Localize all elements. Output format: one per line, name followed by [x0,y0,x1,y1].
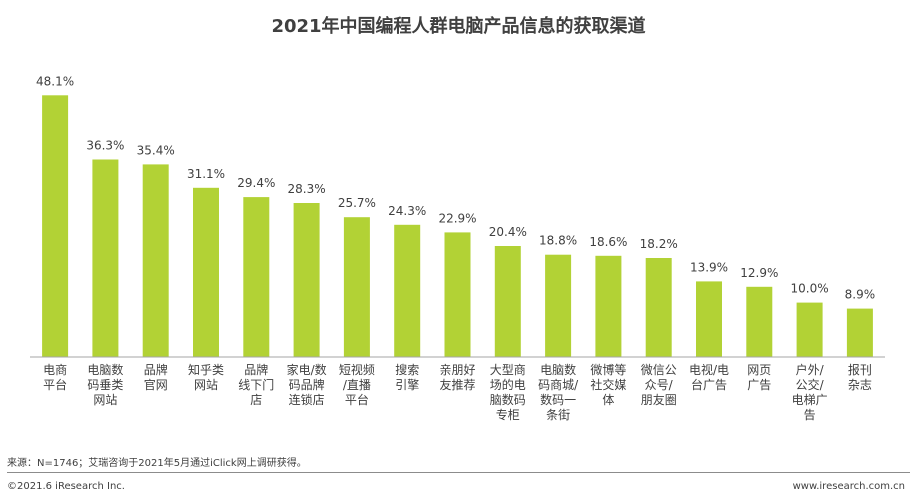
bar [343,217,370,357]
category-label: 电视/电台广告 [689,362,729,392]
bar [696,281,722,357]
value-label: 25.7% [338,196,376,210]
bar [394,224,421,357]
category-label: 短视频/直播平台 [339,362,375,407]
value-label: 29.4% [237,176,275,190]
bar [846,308,873,357]
chart-title: 2021年中国编程人群电脑产品信息的获取渠道 [271,16,646,37]
value-label: 24.3% [388,204,426,218]
value-label: 35.4% [137,143,175,157]
website-text: www.iresearch.com.cn [792,481,905,492]
category-label: 大型商场的电脑数码专柜 [490,362,526,422]
category-label: 网页广告 [747,363,771,392]
value-label: 10.0% [791,282,829,296]
category-label: 品牌官网 [144,363,168,392]
category-label: 家电/数码品牌连锁店 [287,362,327,407]
category-label: 搜索引擎 [395,362,419,392]
bar [494,246,521,357]
value-label: 48.1% [36,74,74,88]
category-label: 电脑数码商城/数码一条街 [538,362,579,422]
source-note: 来源：N=1746；艾瑞咨询于2021年5月通过iClick网上调研获得。 [7,458,307,469]
category-label: 电商平台 [43,362,67,392]
value-label: 31.1% [187,167,225,181]
bar [796,302,823,357]
bar [645,258,672,357]
category-label: 知乎类网站 [188,363,224,392]
bar [746,286,773,357]
value-label: 18.6% [589,235,627,249]
bar [545,254,572,357]
value-label: 18.8% [539,234,577,248]
bar [444,232,471,357]
value-label: 8.9% [845,288,876,302]
bar [243,197,270,357]
category-label: 报刊杂志 [848,362,872,392]
value-label: 12.9% [740,266,778,280]
bar [193,187,219,357]
value-label: 36.3% [86,139,124,153]
category-label: 微信公众号/朋友圈 [641,363,677,407]
value-label: 18.2% [640,237,678,251]
value-label: 22.9% [438,211,476,225]
category-label: 亲朋好友推荐 [439,363,475,392]
bar-chart: 48.1% 电商平台 36.3% 电脑数码垂类网站 35.4% 品牌官网 31.1% 知乎类网… [30,74,885,422]
category-label: 品牌线下门店 [238,363,274,407]
value-label: 20.4% [489,225,527,239]
footer-divider [7,472,910,473]
bar [142,164,169,357]
value-label: 28.3% [288,182,326,196]
bar [595,255,622,357]
bar [42,95,69,358]
category-label: 户外/公交/电梯广告 [792,362,828,422]
category-label: 电脑数码垂类网站 [87,362,123,407]
bar [92,159,119,357]
value-label: 13.9% [690,260,728,274]
copyright-text: ©2021.6 iResearch Inc. [7,481,125,492]
category-label: 微博等社交媒体 [590,362,626,407]
bar [293,203,320,357]
